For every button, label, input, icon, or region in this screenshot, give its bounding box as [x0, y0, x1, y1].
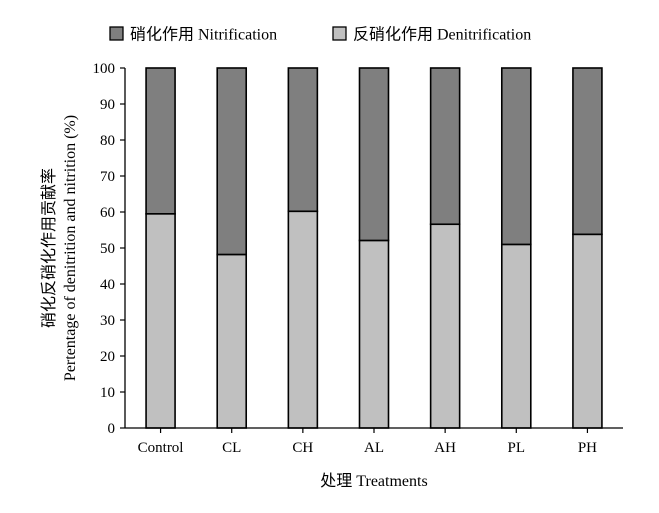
y-tick-label: 10 [100, 385, 115, 401]
bar-cl-nitrification [216, 67, 248, 256]
x-tick-label-ah: AH [434, 440, 456, 456]
y-tick-label: 0 [108, 421, 116, 437]
bar-control-denitrification [145, 213, 176, 429]
y-tick-label: 90 [100, 97, 115, 113]
x-tick-label-pl: PL [508, 440, 526, 456]
y-tick-label: 30 [100, 313, 115, 329]
y-axis-title-english: Pertentage of denitrition and nitrition … [62, 115, 79, 381]
bar-al-nitrification [358, 67, 390, 242]
x-axis-ticks: Control CL CH AL AH PL PH [138, 428, 597, 456]
y-tick-label: 60 [100, 205, 115, 221]
bar-pl-denitrification [500, 243, 532, 429]
legend: 硝化作用 Nitrification 反硝化作用 Denitrification [109, 26, 531, 44]
y-tick-label: 80 [100, 133, 115, 149]
bar-al-denitrification [358, 239, 390, 429]
bar-cl-denitrification [216, 253, 248, 429]
x-tick-label-ph: PH [578, 440, 597, 456]
legend-label-nitrification: 硝化作用 Nitrification [130, 26, 277, 44]
legend-swatch-denitrification [332, 26, 347, 41]
bar-control-nitrification [145, 67, 176, 215]
bar-ah-nitrification [429, 67, 461, 226]
bar-ph-nitrification [572, 67, 603, 236]
legend-swatch-nitrification [109, 26, 124, 41]
x-tick-label-ch: CH [292, 440, 313, 456]
legend-label-denitrification: 反硝化作用 Denitrification [353, 26, 531, 44]
bars [145, 67, 603, 429]
y-tick-label: 50 [100, 241, 115, 257]
bar-pl-nitrification [500, 67, 532, 246]
x-tick-label-cl: CL [222, 440, 241, 456]
bar-ch-denitrification [287, 210, 319, 429]
x-axis-title: 处理 Treatments [320, 472, 427, 490]
y-axis-ticks: 0 10 20 30 40 50 60 70 80 90 100 [93, 61, 125, 437]
x-tick-label-control: Control [138, 440, 184, 456]
y-tick-label: 100 [93, 61, 116, 77]
x-tick-label-al: AL [364, 440, 384, 456]
y-tick-label: 70 [100, 169, 115, 185]
y-axis-title-chinese: 硝化反硝化作用贡献率 [40, 168, 58, 328]
bar-ch-nitrification [287, 67, 319, 213]
bar-ah-denitrification [429, 223, 461, 429]
y-tick-label: 40 [100, 277, 115, 293]
bar-ph-denitrification [572, 233, 603, 429]
y-tick-label: 20 [100, 349, 115, 365]
